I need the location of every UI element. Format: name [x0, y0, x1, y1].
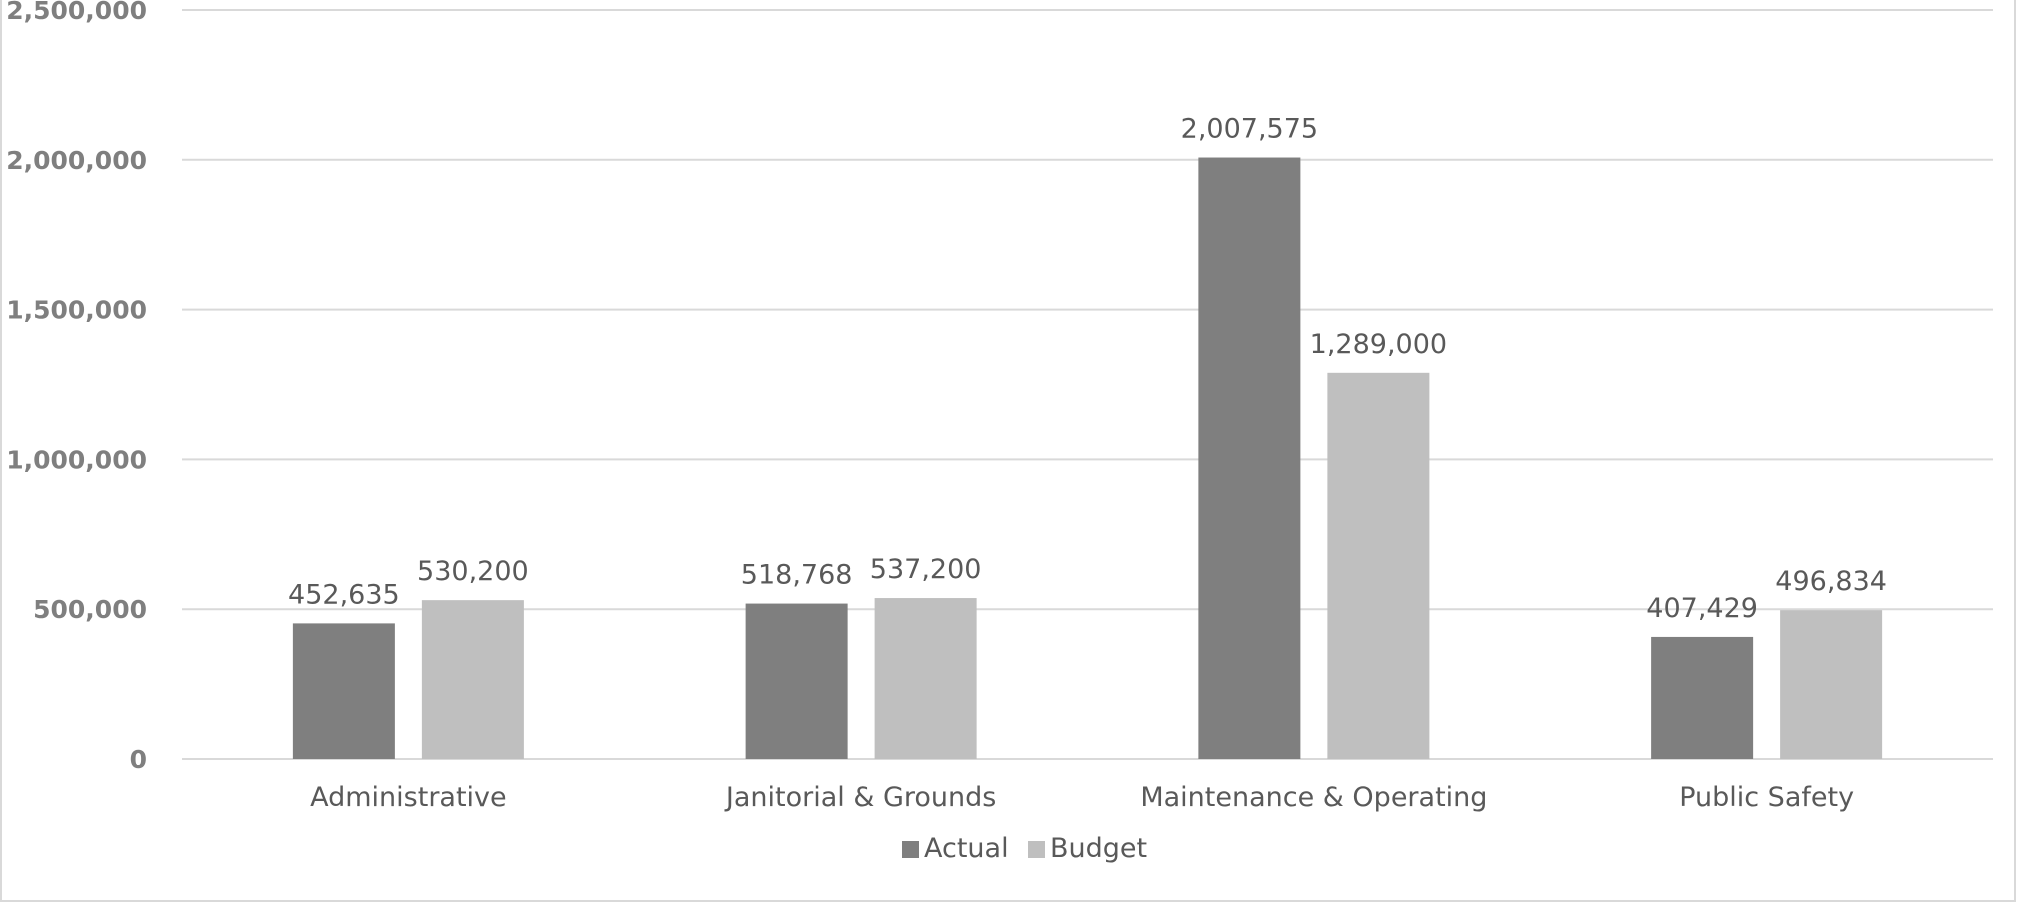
data-label-actual: 2,007,575 [1181, 114, 1318, 145]
data-label-budget: 530,200 [417, 556, 529, 587]
data-labels: 452,635 530,200 518,768 537,200 2,007,575 1,2… [288, 114, 1887, 624]
x-category-label: Maintenance & Operating [1140, 782, 1487, 813]
legend: Actual Budget [902, 833, 1147, 864]
bars [292, 157, 1883, 760]
data-label-budget: 537,200 [870, 554, 982, 585]
bar-budget-3 [1780, 610, 1883, 759]
legend-label-budget: Budget [1050, 833, 1147, 864]
bar-budget-0 [421, 600, 524, 759]
y-axis-ticks: 0 500,000 1,000,000 1,500,000 2,000,000 2,500… [6, 0, 147, 774]
data-label-actual: 518,768 [741, 560, 853, 591]
data-label-budget: 496,834 [1775, 566, 1887, 597]
legend-swatch-budget [1028, 841, 1045, 858]
bar-actual-2 [1198, 157, 1301, 760]
bar-actual-0 [292, 623, 395, 759]
y-tick-label: 2,500,000 [6, 0, 147, 25]
data-label-actual: 407,429 [1646, 593, 1758, 624]
bar-actual-3 [1651, 636, 1754, 759]
data-label-actual: 452,635 [288, 579, 400, 610]
x-category-label: Public Safety [1679, 782, 1854, 813]
y-tick-label: 2,000,000 [6, 146, 147, 175]
bar-budget-2 [1327, 372, 1430, 759]
legend-swatch-actual [902, 841, 919, 858]
legend-label-actual: Actual [924, 833, 1009, 864]
y-tick-label: 1,500,000 [6, 296, 147, 325]
bar-actual-1 [745, 603, 848, 759]
y-tick-label: 0 [130, 745, 147, 774]
x-category-label: Janitorial & Grounds [724, 782, 996, 813]
x-category-label: Administrative [310, 782, 507, 813]
y-tick-label: 500,000 [33, 595, 147, 624]
bar-budget-1 [874, 598, 977, 759]
data-label-budget: 1,289,000 [1310, 329, 1447, 360]
y-tick-label: 1,000,000 [6, 445, 147, 474]
x-axis-categories: Administrative Janitorial & Grounds Mainte… [310, 782, 1854, 813]
